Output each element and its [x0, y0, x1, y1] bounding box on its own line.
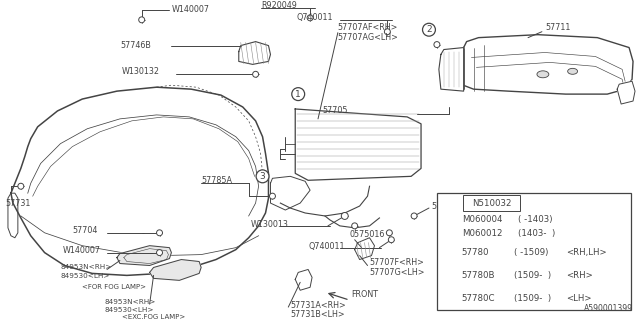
Polygon shape	[355, 238, 374, 260]
Circle shape	[256, 170, 269, 183]
Text: (1509-  ): (1509- )	[514, 294, 551, 303]
Text: 2: 2	[426, 25, 432, 34]
Polygon shape	[271, 176, 310, 210]
Polygon shape	[239, 42, 271, 64]
Bar	[437, 193, 631, 310]
Circle shape	[442, 221, 454, 233]
Polygon shape	[295, 269, 312, 290]
Circle shape	[434, 42, 440, 48]
Polygon shape	[459, 35, 633, 94]
Circle shape	[269, 193, 275, 199]
Text: 57707F<RH>: 57707F<RH>	[369, 258, 424, 267]
Text: 57707G<LH>: 57707G<LH>	[369, 268, 425, 277]
Text: 57704: 57704	[72, 226, 98, 235]
Text: <EXC.FOG LAMP>: <EXC.FOG LAMP>	[122, 314, 185, 320]
Circle shape	[385, 29, 390, 35]
Text: <RH,LH>: <RH,LH>	[566, 248, 606, 257]
Text: (1403-  ): (1403- )	[518, 229, 556, 238]
Circle shape	[139, 17, 145, 23]
Text: (1509-  ): (1509- )	[514, 271, 551, 280]
Circle shape	[341, 212, 348, 220]
Text: 849530<LH>: 849530<LH>	[60, 273, 110, 279]
Text: 57785A: 57785A	[201, 176, 232, 185]
Circle shape	[411, 213, 417, 219]
Text: FRONT: FRONT	[352, 290, 379, 299]
Polygon shape	[617, 81, 635, 104]
Text: Q740011: Q740011	[296, 13, 333, 22]
Circle shape	[442, 269, 454, 281]
Text: M060012: M060012	[461, 229, 502, 238]
Polygon shape	[11, 87, 269, 276]
Text: 57746B: 57746B	[120, 41, 151, 50]
Polygon shape	[295, 109, 421, 180]
Circle shape	[307, 15, 313, 21]
Text: 57705: 57705	[322, 107, 348, 116]
Ellipse shape	[537, 71, 549, 78]
Text: 57711: 57711	[546, 23, 572, 32]
Circle shape	[292, 88, 305, 100]
Text: ( -1403): ( -1403)	[518, 215, 552, 224]
Text: 57731: 57731	[5, 199, 30, 208]
Text: 84953N<RH>: 84953N<RH>	[104, 299, 156, 305]
Polygon shape	[150, 260, 201, 280]
Text: 57731B<LH>: 57731B<LH>	[291, 309, 345, 318]
Text: W130132: W130132	[122, 67, 160, 76]
Circle shape	[388, 237, 394, 243]
FancyBboxPatch shape	[463, 195, 520, 211]
Text: R920049: R920049	[262, 2, 298, 11]
Text: N510032: N510032	[472, 199, 511, 208]
Text: <FOR FOG LAMP>: <FOR FOG LAMP>	[83, 284, 147, 290]
Text: 57731A<RH>: 57731A<RH>	[291, 300, 346, 310]
Text: 1: 1	[295, 90, 301, 99]
Circle shape	[18, 183, 24, 189]
Ellipse shape	[568, 68, 577, 74]
Text: 3: 3	[445, 271, 451, 280]
Text: 0575016: 0575016	[349, 230, 385, 239]
Circle shape	[157, 230, 163, 236]
Text: W140007: W140007	[63, 246, 100, 255]
Polygon shape	[8, 193, 18, 238]
Text: M060004: M060004	[461, 215, 502, 224]
Text: 849530<LH>: 849530<LH>	[104, 307, 154, 313]
Text: 57780C: 57780C	[461, 294, 495, 303]
Text: <RH>: <RH>	[566, 271, 593, 280]
Text: 1: 1	[445, 199, 451, 208]
Text: W140007: W140007	[172, 5, 209, 14]
Text: 84953N<RH>: 84953N<RH>	[60, 264, 112, 270]
Circle shape	[422, 23, 435, 36]
Text: Q740011: Q740011	[308, 242, 344, 251]
Text: 57707AG<LH>: 57707AG<LH>	[338, 33, 399, 42]
Text: 57780B: 57780B	[461, 271, 495, 280]
Text: ( -1509): ( -1509)	[514, 248, 548, 257]
Text: 57785A: 57785A	[431, 202, 462, 211]
Circle shape	[352, 223, 358, 229]
Text: A590001399: A590001399	[584, 304, 633, 313]
Text: 2: 2	[445, 222, 451, 231]
Text: W130013: W130013	[251, 220, 289, 229]
Polygon shape	[439, 48, 463, 91]
Circle shape	[157, 250, 163, 256]
Text: <LH>: <LH>	[566, 294, 591, 303]
Polygon shape	[117, 246, 172, 266]
Circle shape	[442, 197, 454, 209]
Circle shape	[253, 71, 259, 77]
Text: 57780: 57780	[461, 248, 489, 257]
Text: 57707AF<RH>: 57707AF<RH>	[338, 23, 398, 32]
Circle shape	[387, 230, 392, 236]
Text: 3: 3	[260, 172, 266, 181]
